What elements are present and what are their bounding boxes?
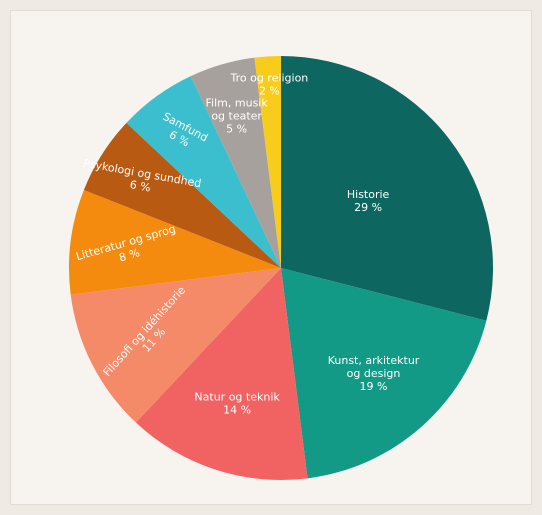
- slice-label-3: Natur og teknik 14 %: [194, 391, 280, 417]
- pie-slice-9: [254, 56, 281, 268]
- slice-label-1: Historie 29 %: [347, 188, 390, 214]
- slice-label-8: Film, musik og teater 5 %: [206, 96, 269, 135]
- pie-chart: Historie 29 % Kunst, arkitektur og design 19…: [69, 56, 493, 481]
- pie-slice-6: [83, 122, 281, 269]
- slice-label-9: Tro og religion 2 %: [230, 71, 309, 97]
- pie-slice-7: [126, 76, 281, 268]
- chart-frame: Historie 29 % Kunst, arkitektur og design 19…: [10, 10, 532, 505]
- pie-slice-4: [70, 268, 281, 423]
- pie-slice-2: [281, 268, 487, 479]
- pie-slice-5: [69, 189, 281, 295]
- pie-slice-3: [135, 268, 308, 481]
- pie-slice-1: [281, 56, 493, 321]
- slice-label-2: Kunst, arkitektur og design 19 %: [328, 354, 420, 393]
- pie-slice-8: [190, 57, 281, 268]
